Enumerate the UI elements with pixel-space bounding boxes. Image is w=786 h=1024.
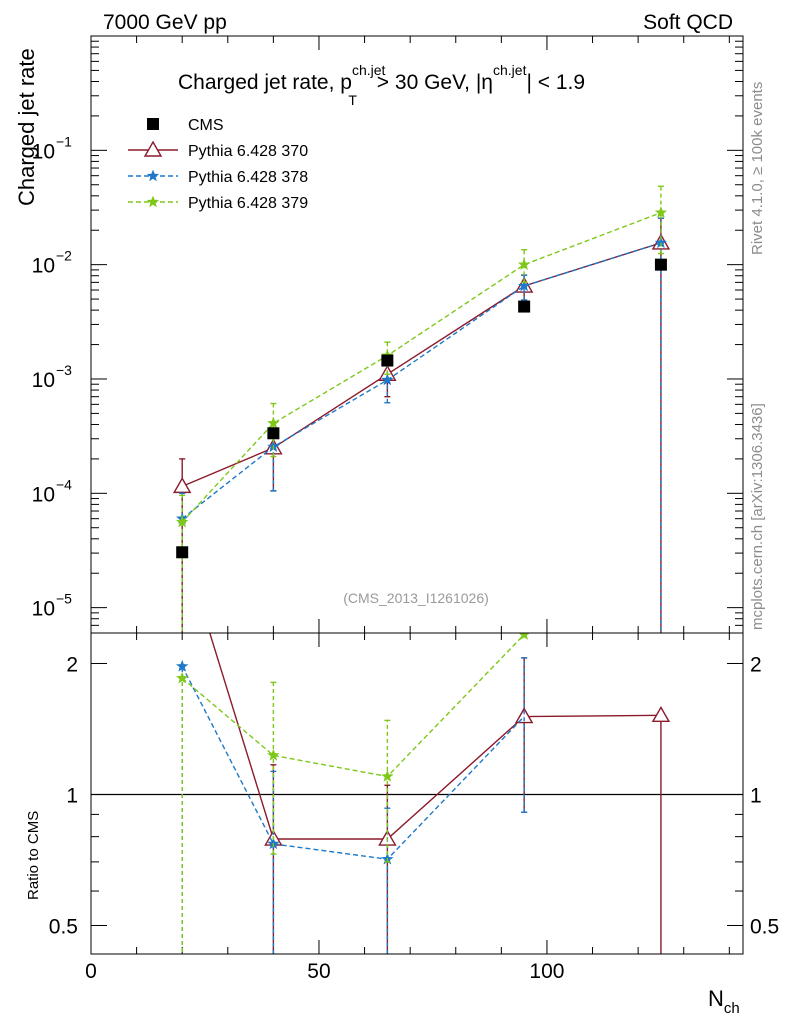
cms-point bbox=[176, 546, 189, 559]
cms-point bbox=[381, 354, 394, 367]
legend-cms-label: CMS bbox=[188, 117, 224, 134]
pythia-6-428-370-line bbox=[181, 242, 662, 488]
pythia-6-428-379-point bbox=[654, 206, 668, 218]
x-tick-label: 50 bbox=[307, 960, 330, 983]
main-y-tick-label: 10 bbox=[32, 598, 55, 621]
ratio-series-layer bbox=[176, 633, 671, 954]
main-y-tick-label: 10 bbox=[32, 369, 55, 392]
rivet-version-label: Rivet 4.1.0, ≥ 100k events bbox=[749, 82, 766, 255]
legend-pythia-6-428-379-marker bbox=[146, 195, 160, 208]
ratio-pythia-6-428-370-point bbox=[514, 707, 534, 724]
main-y-axis-label: Charged jet rate bbox=[14, 48, 39, 206]
pythia-6-428-378-point bbox=[381, 373, 394, 386]
legend-pythia-6-428-370-label: Pythia 6.428 370 bbox=[188, 143, 308, 160]
ratio-y-axis-label: Ratio to CMS bbox=[25, 811, 42, 900]
header-right: Soft QCD bbox=[643, 11, 733, 34]
ratio-pythia-6-428-379-point bbox=[518, 633, 530, 640]
legend-pythia-6-428-379-label: Pythia 6.428 379 bbox=[188, 195, 308, 212]
header-left: 7000 GeV pp bbox=[103, 11, 227, 34]
cms-point bbox=[654, 258, 667, 271]
main-y-tick-exponent: −5 bbox=[56, 591, 72, 607]
x-tick-label: 0 bbox=[85, 960, 97, 983]
main-y-tick-exponent: −3 bbox=[56, 362, 72, 378]
legend: CMS Pythia 6.428 370 Pythia 6.428 378 Pythi… bbox=[128, 117, 308, 212]
pythia-6-428-378-line bbox=[181, 242, 662, 520]
legend-pythia-6-428-378-label: Pythia 6.428 378 bbox=[188, 169, 308, 186]
pythia-6-428-379-point bbox=[176, 515, 189, 528]
main-axes: 10−510−410−310−210−1 bbox=[32, 35, 743, 634]
main-y-tick-label: 10 bbox=[32, 255, 55, 278]
ratio-plot-frame bbox=[90, 632, 744, 955]
pythia-6-428-370-point bbox=[172, 476, 192, 494]
pythia-6-428-378-point bbox=[517, 279, 531, 292]
ratio-pythia-6-428-379-point bbox=[267, 748, 280, 761]
main-title: Charged jet rate, pch.jet T > 30 GeV, |ηc… bbox=[178, 62, 585, 108]
cms-point bbox=[267, 427, 280, 440]
pythia-6-428-379-point bbox=[267, 416, 280, 429]
ratio-pythia-6-428-378-point bbox=[176, 659, 189, 672]
mcplots-source-label: mcplots.cern.ch [arXiv:1306.3436] bbox=[749, 403, 766, 630]
x-axis-label: Nch bbox=[708, 986, 740, 1017]
ratio-y-tick-label-right: 2 bbox=[750, 653, 762, 676]
ratio-y-tick-label: 0.5 bbox=[49, 915, 78, 938]
ratio-pythia-6-428-370-point bbox=[651, 705, 671, 723]
main-y-tick-label: 10 bbox=[32, 140, 55, 163]
pythia-6-428-378-point bbox=[654, 236, 668, 249]
pythia-6-428-379-point bbox=[517, 258, 531, 270]
cms-point bbox=[518, 300, 531, 313]
ratio-pythia-6-428-379-point bbox=[381, 769, 394, 782]
ratio-axes: 0 50 100 0.5 0.5 1 1 2 2 bbox=[49, 633, 779, 983]
main-y-tick-exponent: −2 bbox=[56, 248, 72, 264]
x-tick-label: 100 bbox=[529, 960, 564, 983]
main-y-tick-exponent: −1 bbox=[56, 133, 72, 149]
ratio-pythia-6-428-379-line bbox=[181, 633, 533, 778]
main-series-layer bbox=[172, 185, 671, 633]
ratio-y-tick-label: 2 bbox=[66, 653, 78, 676]
legend-pythia-6-428-378-marker bbox=[146, 169, 160, 182]
ratio-y-tick-label-right: 0.5 bbox=[750, 915, 779, 938]
ratio-y-tick-label-right: 1 bbox=[750, 784, 762, 807]
pythia-6-428-379-line bbox=[181, 212, 662, 523]
ratio-y-tick-label: 1 bbox=[66, 784, 78, 807]
legend-pythia-6-428-370-marker bbox=[143, 140, 163, 157]
ratio-pythia-6-428-378-line bbox=[181, 665, 525, 860]
main-y-tick-exponent: −4 bbox=[56, 476, 72, 492]
ratio-pythia-6-428-379-point bbox=[176, 671, 189, 684]
legend-cms-marker bbox=[147, 118, 159, 130]
analysis-watermark: (CMS_2013_I1261026) bbox=[343, 590, 489, 606]
main-y-tick-label: 10 bbox=[32, 483, 55, 506]
